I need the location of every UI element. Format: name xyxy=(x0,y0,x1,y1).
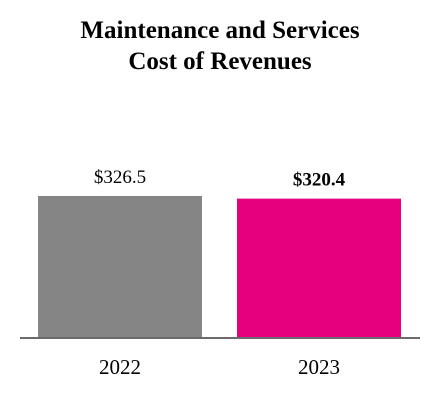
bar-2022 xyxy=(38,195,202,338)
chart-title-line-1: Maintenance and Services xyxy=(80,17,359,44)
bars-layer: $326.5 2022 $320.4 2023 xyxy=(38,167,401,379)
x-tick-label-2022: 2022 xyxy=(99,355,141,379)
x-tick-label-2023: 2023 xyxy=(298,355,340,379)
chart-title-line-2: Cost of Revenues xyxy=(128,48,312,75)
value-label-2022: $326.5 xyxy=(94,167,146,188)
bar-2023 xyxy=(237,198,401,338)
value-label-2023: $320.4 xyxy=(293,170,346,191)
